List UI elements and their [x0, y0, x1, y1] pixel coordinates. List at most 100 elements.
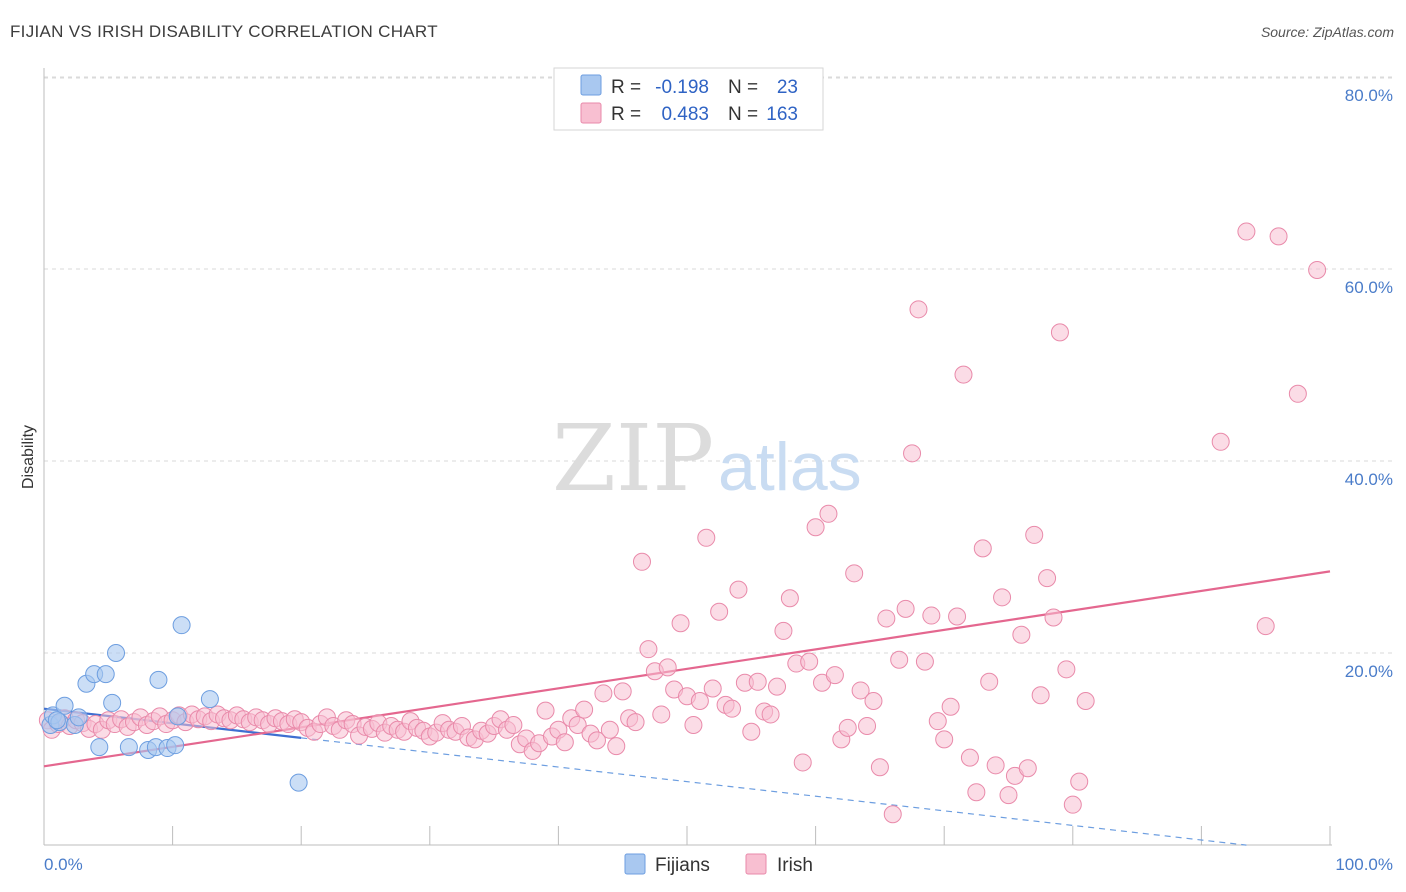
data-point-irish	[967, 783, 986, 802]
data-point-irish	[587, 731, 606, 750]
x-tick-label: 100.0%	[1335, 855, 1393, 874]
data-point-irish	[948, 607, 967, 626]
data-point-irish	[774, 621, 793, 640]
axes	[43, 68, 1332, 846]
data-point-irish	[613, 682, 632, 701]
data-point-fijians	[90, 738, 109, 757]
data-point-fijians	[103, 693, 122, 712]
data-point-irish	[1038, 569, 1057, 588]
data-point-irish	[723, 699, 742, 718]
data-point-irish	[632, 552, 651, 571]
data-point-irish	[536, 701, 555, 720]
data-point-irish	[1288, 384, 1307, 403]
data-point-irish	[710, 602, 729, 621]
legend-swatch-fijians	[580, 74, 602, 96]
data-point-irish	[1044, 608, 1063, 627]
legend-n-label: N =	[728, 104, 758, 125]
data-point-irish	[890, 650, 909, 669]
legend-n-label: N =	[728, 77, 758, 98]
data-point-irish	[980, 672, 999, 691]
y-tick-labels: 20.0% 40.0% 60.0% 80.0%	[1345, 86, 1393, 681]
source-credit: Source: ZipAtlas.com	[1260, 24, 1394, 40]
data-point-irish	[806, 518, 825, 537]
data-point-irish	[729, 580, 748, 599]
data-point-irish	[568, 716, 587, 734]
data-point-irish	[1256, 617, 1275, 636]
data-point-fijians	[55, 696, 74, 715]
data-point-irish	[626, 713, 645, 732]
data-point-fijians	[47, 711, 66, 730]
data-point-irish	[1063, 795, 1082, 814]
data-point-irish	[1076, 692, 1095, 710]
data-point-irish	[594, 684, 613, 703]
data-point-irish	[960, 748, 979, 767]
data-point-irish	[909, 300, 928, 319]
bottom-legend-label-fijians: Fijians	[655, 855, 710, 876]
legend: R = -0.198 N = 23 R = 0.483 N = 163	[553, 67, 824, 131]
data-point-irish	[864, 692, 883, 710]
data-point-fijians	[289, 773, 308, 792]
watermark-zip: ZIP	[552, 405, 714, 512]
data-point-irish	[639, 640, 658, 659]
data-point-irish	[1050, 323, 1069, 342]
data-point-irish	[761, 705, 780, 724]
data-point-irish	[838, 718, 857, 737]
data-point-irish	[851, 681, 870, 700]
data-point-fijians	[172, 616, 191, 635]
data-point-irish	[896, 599, 915, 618]
data-point-irish	[1070, 772, 1089, 791]
data-point-fijians	[119, 738, 138, 757]
y-axis-label: Disability	[20, 425, 37, 489]
bottom-legend: Fijians Irish	[624, 853, 813, 876]
data-point-irish	[922, 606, 941, 625]
x-tick-labels: 0.0% 100.0%	[44, 855, 1393, 874]
data-point-irish	[575, 700, 594, 719]
legend-n-value: 163	[766, 104, 798, 125]
data-point-irish	[1018, 759, 1037, 778]
data-point-fijians	[168, 707, 187, 726]
data-point-irish	[973, 539, 992, 558]
legend-r-value: -0.198	[655, 77, 709, 98]
data-point-irish	[870, 758, 889, 777]
data-point-irish	[903, 444, 922, 463]
data-point-irish	[768, 677, 787, 696]
data-point-irish	[935, 730, 954, 749]
data-point-fijians	[96, 665, 115, 684]
data-point-irish	[819, 504, 838, 523]
data-point-irish	[658, 658, 677, 677]
legend-r-label: R =	[611, 104, 641, 125]
chart-title: FIJIAN VS IRISH DISABILITY CORRELATION C…	[10, 22, 438, 41]
data-point-irish	[652, 705, 671, 724]
data-point-irish	[999, 786, 1018, 805]
y-tick-label: 40.0%	[1345, 470, 1393, 489]
legend-swatch-irish	[580, 102, 602, 124]
bottom-legend-swatch-irish	[745, 853, 767, 875]
data-point-fijians	[166, 736, 185, 755]
data-point-irish	[1057, 660, 1076, 679]
data-point-irish	[793, 753, 812, 772]
data-point-irish	[607, 737, 626, 756]
bottom-legend-label-irish: Irish	[777, 855, 813, 876]
data-point-irish	[555, 733, 574, 752]
data-point-irish	[800, 652, 819, 671]
data-point-fijians	[149, 670, 168, 689]
data-point-irish	[697, 528, 716, 547]
data-point-irish	[986, 756, 1005, 775]
data-point-irish	[671, 614, 690, 633]
data-point-irish	[1012, 625, 1031, 644]
data-point-irish	[883, 805, 902, 824]
x-tick-label: 0.0%	[44, 855, 83, 874]
data-points	[38, 222, 1327, 824]
trendline-fijians-dashed	[301, 737, 1247, 846]
data-point-irish	[1308, 260, 1327, 279]
data-point-irish	[742, 722, 761, 741]
data-point-irish	[703, 679, 722, 698]
data-point-irish	[954, 365, 973, 384]
data-point-fijians	[200, 690, 219, 709]
data-point-irish	[748, 672, 767, 691]
data-point-irish	[504, 716, 523, 734]
data-point-fijians	[69, 708, 88, 727]
data-point-irish	[600, 720, 619, 739]
data-point-irish	[1025, 525, 1044, 544]
